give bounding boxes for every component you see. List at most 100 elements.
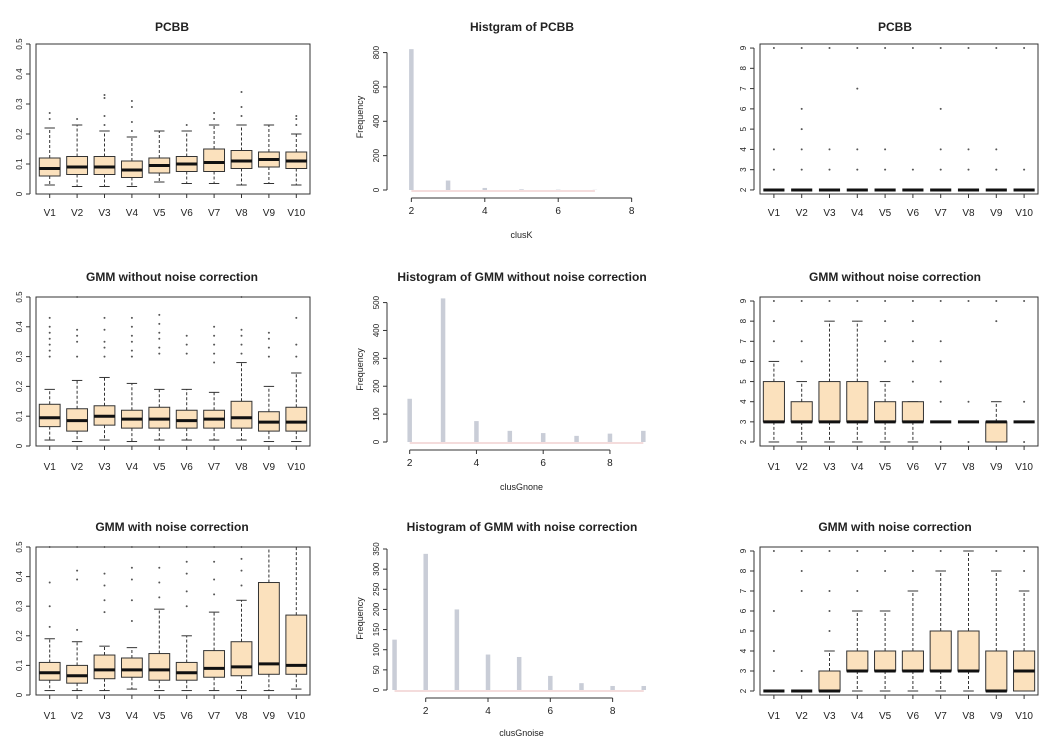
- x-tick-label: V9: [263, 462, 276, 473]
- box-V5: [874, 300, 897, 443]
- outlier-point: [213, 112, 216, 114]
- outlier-point: [1023, 47, 1026, 50]
- outlier-point: [911, 380, 914, 383]
- outlier-point: [884, 168, 887, 171]
- outlier-point: [995, 168, 998, 171]
- outlier-point: [76, 296, 79, 298]
- outlier-point: [240, 334, 243, 337]
- outlier-point: [995, 320, 998, 323]
- outlier-point: [911, 340, 914, 343]
- chart-panel-9: GMM with noise correction 2 3 4 5 6 7 8 9 V1 V2 V3 V…: [739, 520, 1039, 722]
- outlier-point: [185, 343, 188, 346]
- outlier-point: [856, 168, 859, 171]
- box-V2: [791, 550, 813, 693]
- y-tick-label: 0.2: [15, 380, 24, 392]
- y-tick-label: 4: [739, 399, 748, 404]
- x-tick-label: V3: [98, 208, 111, 219]
- y-tick-label: 3: [739, 419, 748, 424]
- outlier-point: [103, 340, 106, 343]
- outlier-point: [967, 300, 970, 303]
- outlier-point: [48, 325, 51, 328]
- x-tick-label: V1: [44, 711, 57, 722]
- outlier-point: [856, 47, 859, 50]
- outlier-point: [967, 440, 970, 443]
- x-tick-label: V5: [153, 711, 166, 722]
- outlier-point: [48, 605, 51, 608]
- outlier-point: [939, 550, 942, 552]
- outlier-point: [856, 148, 859, 151]
- outlier-point: [800, 148, 803, 151]
- box-iqr: [818, 381, 841, 423]
- outlier-point: [772, 610, 775, 612]
- outlier-point: [130, 546, 133, 548]
- hist-bar: [579, 683, 584, 690]
- box-V9: [985, 550, 1008, 693]
- x-tick-label: 4: [482, 206, 488, 217]
- outlier-point: [130, 130, 133, 132]
- y-tick-label: 0.5: [15, 291, 24, 303]
- outlier-point: [772, 168, 775, 171]
- box-V6: [901, 550, 924, 692]
- hist-bar: [392, 639, 397, 690]
- outlier-point: [772, 300, 775, 303]
- x-tick-label: V3: [823, 208, 836, 219]
- y-tick-label: 2: [739, 187, 748, 192]
- x-tick-label: V1: [44, 462, 57, 473]
- hist-bar: [641, 430, 646, 442]
- x-tick-label: V8: [962, 462, 975, 473]
- chart-panel-6: GMM without noise correction 2 3 4 5 6 7 8 9 V1 V2…: [739, 270, 1039, 473]
- x-tick-label: V7: [935, 711, 948, 722]
- outlier-point: [884, 340, 887, 343]
- outlier-point: [130, 106, 133, 108]
- box-V7: [930, 300, 952, 443]
- outlier-point: [267, 331, 270, 334]
- outlier-point: [103, 572, 106, 575]
- x-tick-label: 8: [607, 458, 613, 469]
- outlier-point: [995, 550, 998, 552]
- x-tick-label: V7: [208, 462, 221, 473]
- box-V2: [66, 296, 89, 443]
- outlier-point: [295, 355, 298, 358]
- outlier-point: [772, 47, 775, 50]
- box-V6: [175, 334, 198, 441]
- outlier-point: [800, 300, 803, 303]
- x-tick-label: V3: [98, 462, 111, 473]
- x-tick-label: V4: [126, 208, 139, 219]
- outlier-point: [158, 346, 161, 349]
- x-tick-label: 8: [629, 206, 635, 217]
- hist-bar: [574, 435, 579, 442]
- outlier-point: [884, 320, 887, 323]
- outlier-point: [911, 360, 914, 363]
- x-tick-label: V9: [263, 711, 276, 722]
- y-tick-label: 9: [739, 548, 748, 553]
- x-tick-label: V8: [235, 711, 248, 722]
- outlier-point: [130, 578, 133, 581]
- box-iqr: [957, 630, 980, 672]
- outlier-point: [130, 316, 133, 319]
- box-V2: [790, 300, 813, 443]
- box-V3: [818, 300, 841, 443]
- outlier-point: [295, 115, 298, 117]
- x-tick-label: V5: [153, 462, 166, 473]
- box-V8: [230, 546, 253, 692]
- chart-panel-1: PCBB 0 0.1 0.2 0.3 0.4 0.5 V1 V2 V3 V4 V5 V6 V7 V8 V9 V1…: [15, 20, 311, 219]
- box-V7: [203, 112, 226, 184]
- chart-title: Histogram of GMM without noise correctio…: [397, 270, 646, 284]
- outlier-point: [772, 320, 775, 323]
- box-V1: [762, 300, 785, 443]
- chart-panel-8: Histogram of GMM with noise correction 0 5…: [355, 520, 647, 738]
- x-tick-label: V8: [235, 462, 248, 473]
- outlier-point: [76, 569, 79, 572]
- outlier-point: [48, 546, 51, 548]
- outlier-point: [48, 581, 51, 584]
- chart-title: PCBB: [878, 20, 912, 34]
- outlier-point: [130, 340, 133, 343]
- y-tick-label: 7: [739, 339, 748, 344]
- box-V4: [846, 300, 869, 443]
- x-tick-label: V1: [768, 711, 781, 722]
- x-tick-label: V6: [181, 711, 194, 722]
- outlier-point: [158, 337, 161, 340]
- outlier-point: [213, 546, 216, 548]
- box-V2: [66, 118, 89, 187]
- y-tick-label: 100: [372, 642, 381, 656]
